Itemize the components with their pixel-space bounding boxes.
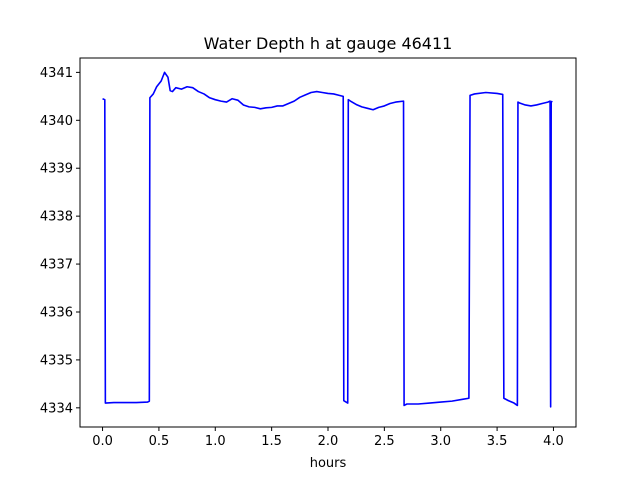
y-tick-label: 4338 xyxy=(40,210,73,225)
x-tick-label: 3.0 xyxy=(430,434,451,449)
chart-title: Water Depth h at gauge 46411 xyxy=(204,34,453,53)
y-tick-label: 4334 xyxy=(40,401,73,416)
x-tick-label: 0.0 xyxy=(92,434,113,449)
axes-frame xyxy=(79,57,577,428)
y-tick-label: 4341 xyxy=(40,66,73,81)
plot-area xyxy=(79,57,577,428)
y-tick-label: 4340 xyxy=(40,114,73,129)
x-tick-label: 1.0 xyxy=(205,434,226,449)
y-tick-label: 4339 xyxy=(40,162,73,177)
x-tick-label: 1.5 xyxy=(261,434,282,449)
x-tick-label: 2.5 xyxy=(374,434,395,449)
y-tick-label: 4337 xyxy=(40,258,73,273)
x-tick-label: 3.5 xyxy=(487,434,508,449)
series-layer xyxy=(102,71,553,408)
x-tick-label: 4.0 xyxy=(543,434,564,449)
y-axis: 4334 4335 4336 4337 4338 4339 4340 4341 xyxy=(40,66,80,416)
x-axis-label: hours xyxy=(310,456,347,471)
series-line-0 xyxy=(102,71,553,408)
y-tick-label: 4336 xyxy=(40,305,73,320)
x-tick-label: 2.0 xyxy=(318,434,339,449)
y-tick-label: 4335 xyxy=(40,353,73,368)
x-tick-label: 0.5 xyxy=(149,434,170,449)
x-axis: 0.0 0.5 1.0 1.5 2.0 2.5 3.0 3.5 4.0 xyxy=(92,427,564,449)
